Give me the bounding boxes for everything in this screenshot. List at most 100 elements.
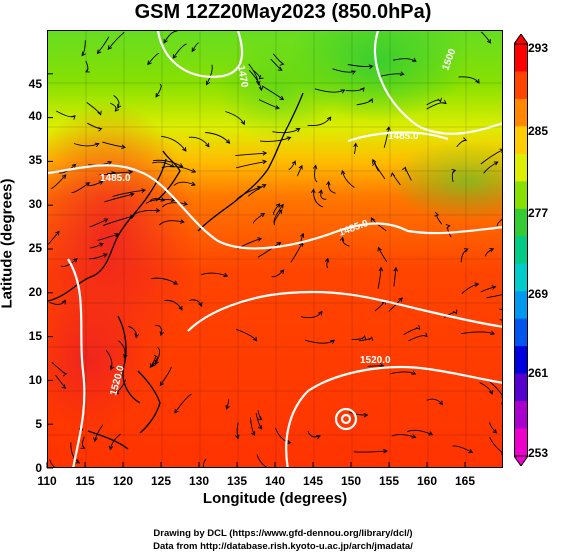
colorbar-bottom-arrow — [514, 455, 528, 466]
streamline — [426, 398, 443, 405]
streamline-arrowhead — [286, 136, 292, 141]
streamline — [147, 52, 160, 65]
streamline-arrowhead — [55, 230, 60, 236]
streamline-arrowhead — [225, 139, 231, 144]
streamline — [314, 165, 318, 183]
streamline — [51, 174, 67, 190]
streamline-arrowhead — [262, 159, 268, 165]
colorbar-tick-label: 253 — [528, 446, 549, 460]
streamline-arrowhead — [96, 49, 102, 55]
streamline — [372, 159, 386, 180]
streamline — [174, 393, 192, 414]
streamline — [297, 165, 303, 177]
streamline-arrowhead — [275, 203, 281, 208]
streamline-arrowhead — [163, 38, 168, 44]
streamline-arrowhead — [377, 246, 382, 252]
streamline — [191, 42, 199, 52]
streamline-arrowhead — [360, 87, 365, 92]
colorbar-block — [514, 263, 528, 292]
streamline-arrowhead — [312, 164, 318, 170]
streamline — [253, 213, 265, 224]
streamline — [164, 299, 183, 311]
streamline — [458, 76, 480, 84]
footer-source: Data from http://database.rish.kyoto-u.a… — [153, 541, 413, 552]
streamline — [225, 399, 230, 410]
streamline — [205, 132, 230, 144]
colorbar-block — [514, 153, 528, 182]
streamline-arrowhead — [299, 232, 305, 238]
streamline-arrowhead — [434, 212, 440, 217]
streamline-arrowhead — [492, 429, 498, 434]
streamline — [353, 143, 357, 155]
streamline — [236, 186, 261, 200]
y-tick-label: 30 — [28, 197, 42, 211]
streamline-arrowhead — [278, 209, 283, 215]
streamline — [235, 152, 267, 157]
streamline-arrowhead — [149, 363, 155, 369]
streamline-arrowhead — [129, 192, 135, 197]
streamline — [70, 442, 80, 464]
streamline-arrowhead — [75, 459, 81, 464]
streamline-arrowhead — [474, 282, 480, 287]
streamline-arrowhead — [279, 61, 285, 66]
streamline-arrowhead — [262, 150, 268, 156]
streamline-arrowhead — [198, 302, 203, 307]
streamline — [48, 231, 60, 245]
streamline — [189, 299, 203, 307]
x-tick-label: 125 — [150, 474, 172, 488]
colorbar-blocks — [514, 44, 528, 457]
streamline-arrowhead — [252, 336, 258, 342]
contour-label: 1485.0 — [388, 131, 419, 142]
temperature-field: 1485.0 1485.0 1485.0 1470 1500 1520.0 15… — [48, 31, 502, 467]
streamline-arrowhead — [438, 400, 444, 406]
streamline-arrowhead — [488, 389, 494, 395]
streamline — [161, 166, 196, 173]
streamline-arrowhead — [276, 241, 282, 247]
streamline-arrowhead — [258, 74, 264, 80]
streamline — [58, 163, 77, 174]
streamline — [275, 427, 291, 444]
streamline — [200, 272, 228, 277]
contour-label: 1520.0 — [360, 355, 391, 366]
streamline — [393, 58, 417, 62]
x-axis-label: Longitude (degrees) — [202, 490, 348, 507]
streamline-arrowhead — [251, 431, 256, 437]
streamline-arrowhead — [155, 92, 160, 98]
streamline — [152, 355, 158, 367]
streamline — [158, 220, 184, 226]
colorbar-tick-label: 277 — [528, 206, 549, 220]
streamline-arrowhead — [489, 248, 495, 253]
streamline — [480, 149, 502, 165]
streamline-arrowhead — [71, 115, 76, 120]
streamline — [341, 170, 355, 188]
streamline-arrowhead — [121, 144, 127, 150]
streamline — [155, 347, 161, 365]
x-tick-label: 155 — [378, 474, 400, 488]
colorbar-block — [514, 181, 528, 210]
streamline — [288, 160, 296, 170]
streamline-arrowhead — [174, 408, 179, 414]
contour-label: 1485.0 — [100, 173, 131, 184]
colorbar-block — [514, 71, 528, 100]
streamline — [261, 85, 284, 100]
streamline-arrowhead — [80, 444, 86, 449]
streamline-arrowhead — [128, 169, 134, 175]
streamline-arrowhead — [182, 147, 187, 152]
streamline-arrowhead — [291, 160, 296, 166]
y-tick-label: 35 — [28, 153, 42, 167]
streamline-arrowhead — [260, 212, 266, 218]
streamline-arrowhead — [123, 353, 128, 359]
streamline-arrowhead — [257, 237, 263, 242]
streamline — [256, 454, 267, 467]
x-tick-label: 130 — [188, 474, 210, 488]
streamline-arrowhead — [398, 297, 403, 302]
footer-credit: Drawing by DCL (https://www.gfd-dennou.o… — [153, 528, 413, 539]
colorbar-block — [514, 44, 528, 72]
streamline — [102, 215, 135, 227]
streamline-arrowhead — [85, 68, 90, 73]
y-tick-label: 40 — [28, 109, 42, 123]
streamline — [304, 339, 335, 344]
streamline — [113, 95, 120, 109]
streamline — [202, 458, 207, 467]
streamline — [461, 283, 479, 294]
